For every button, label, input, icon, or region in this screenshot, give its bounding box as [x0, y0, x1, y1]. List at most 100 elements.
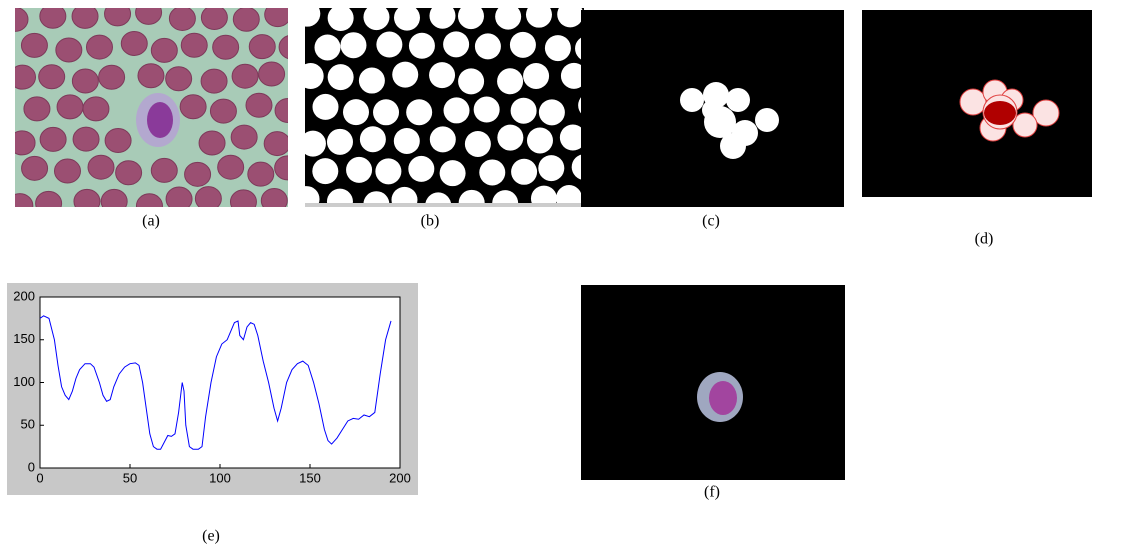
rbc: [275, 99, 301, 123]
rbc: [105, 128, 131, 152]
cell-mask: [495, 4, 521, 30]
rbc: [56, 38, 82, 62]
rbc: [246, 93, 272, 117]
cell-mask: [294, 1, 320, 27]
cell-mask: [313, 94, 339, 120]
rbc: [22, 156, 48, 180]
x-tick-label: 200: [389, 470, 411, 485]
rbc: [213, 35, 239, 59]
cell-mask: [327, 129, 353, 155]
cell-mask: [474, 97, 500, 123]
rbc: [279, 35, 305, 59]
rbc: [166, 67, 192, 91]
rbc: [73, 127, 99, 151]
page: (a) (b) (c) (d) (e) (f) 0501001502000501…: [0, 0, 1121, 550]
cell-mask: [429, 62, 455, 88]
cell-mask: [429, 3, 455, 29]
caption: (f): [704, 484, 720, 501]
cell-mask: [511, 159, 537, 185]
cell-mask: [557, 1, 583, 27]
rbc: [166, 187, 192, 211]
rbc: [101, 189, 127, 213]
cell-mask: [465, 131, 491, 157]
cell-mask: [510, 32, 536, 58]
cell-mask: [359, 68, 385, 94]
rbc: [249, 35, 275, 59]
cell-mask: [497, 125, 523, 151]
cell-mask: [523, 63, 549, 89]
rbc: [39, 65, 65, 89]
cell-mask: [538, 155, 564, 181]
cell-mask: [458, 68, 484, 94]
cell-mask: [392, 62, 418, 88]
caption: (d): [975, 231, 994, 248]
cell-mask: [298, 63, 324, 89]
nucleus-f: [709, 381, 737, 415]
y-tick-label: 50: [21, 417, 35, 432]
rbc: [265, 3, 291, 27]
cell-mask: [394, 5, 420, 31]
caption: (e): [202, 528, 220, 545]
cell-mask: [527, 127, 553, 153]
cell-mask: [340, 32, 366, 58]
cell-mask: [375, 158, 401, 184]
rbc: [86, 35, 112, 59]
cell-mask: [408, 156, 434, 182]
cell-mask: [363, 4, 389, 30]
caption: (c): [702, 213, 720, 230]
center-d: [984, 101, 1016, 125]
rbc: [57, 95, 83, 119]
rbc: [259, 62, 285, 86]
cell-mask: [406, 99, 432, 125]
cell-mask: [556, 185, 582, 211]
rbc: [36, 191, 62, 215]
cell-mask: [479, 159, 505, 185]
rbc: [54, 159, 80, 183]
x-tick-label: 100: [209, 470, 231, 485]
cell-mask: [373, 99, 399, 125]
rbc: [10, 65, 36, 89]
rbc: [195, 187, 221, 211]
y-tick-label: 150: [13, 331, 35, 346]
cell-mask: [300, 131, 326, 157]
plot-area: [40, 297, 400, 468]
rbc: [210, 99, 236, 123]
rbc: [181, 33, 207, 57]
rbc: [218, 155, 244, 179]
caption: (b): [421, 213, 440, 230]
cell-mask: [391, 187, 417, 213]
rbc: [151, 38, 177, 62]
cell-mask: [545, 35, 571, 61]
rbc: [230, 190, 256, 214]
x-tick-label: 0: [36, 470, 43, 485]
rbc: [261, 189, 287, 213]
rbc: [199, 131, 225, 155]
rbc: [105, 2, 131, 26]
rbc: [169, 6, 195, 30]
cell-mask: [294, 186, 320, 212]
rbc: [24, 97, 50, 121]
rbc: [21, 33, 47, 57]
rbc: [40, 4, 66, 28]
cell-mask: [458, 3, 484, 29]
figure: (a) (b) (c) (d) (e) (f) 0501001502000501…: [0, 0, 1121, 550]
rbc: [180, 95, 206, 119]
cell-mask: [440, 160, 466, 186]
cell-mask: [327, 189, 353, 215]
cell-mask: [531, 186, 557, 212]
cell-mask: [360, 126, 386, 152]
cell-mask: [511, 98, 537, 124]
nucleus: [147, 102, 173, 138]
rbc: [74, 189, 100, 213]
cell-mask: [314, 34, 340, 60]
x-tick-label: 50: [123, 470, 137, 485]
rbc: [121, 31, 147, 55]
cell-mask: [430, 126, 456, 152]
y-tick-label: 200: [13, 288, 35, 303]
cell-mask: [497, 68, 523, 94]
cell-mask: [376, 32, 402, 58]
x-tick-label: 150: [299, 470, 321, 485]
rbc: [233, 7, 259, 31]
rbc: [231, 125, 257, 149]
rbc: [185, 162, 211, 186]
